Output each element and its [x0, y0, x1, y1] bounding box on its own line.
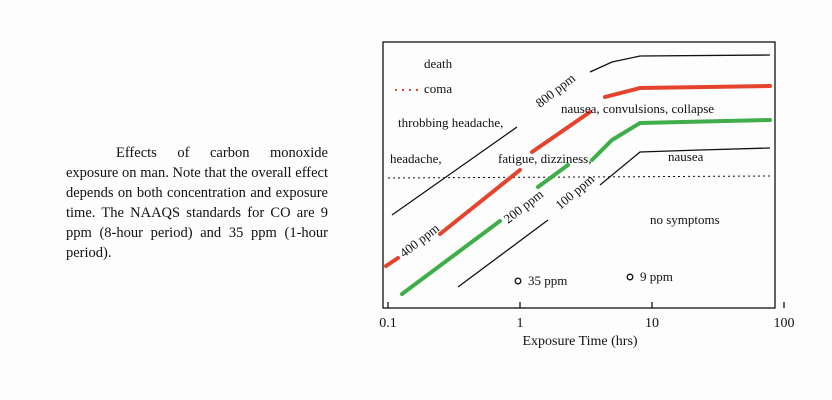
marker-label: 35 ppm	[528, 273, 567, 288]
x-tick-label: 1	[517, 316, 524, 331]
curve-800	[589, 54, 771, 73]
curve-100	[457, 219, 549, 288]
curve-200	[400, 219, 502, 296]
curve-100	[599, 147, 771, 186]
marker-dot	[514, 277, 522, 285]
threshold-line	[387, 175, 771, 179]
curve-400	[530, 110, 592, 154]
effect: nausea, convulsions, collapse	[561, 101, 714, 116]
effect: coma	[424, 81, 452, 96]
effect: headache,	[390, 151, 442, 166]
effect: nausea	[668, 149, 704, 164]
curve-label: 400 ppm	[397, 220, 442, 260]
effect: death	[424, 56, 453, 71]
x-tick-label: 0.1	[379, 316, 397, 331]
plot-frame	[382, 41, 776, 309]
curve-200	[536, 163, 570, 189]
curve-400	[384, 256, 400, 268]
effect: throbbing headache,	[398, 115, 503, 130]
marker-label: 9 ppm	[640, 269, 673, 284]
curve-800	[391, 126, 518, 216]
effect: no symptoms	[650, 212, 720, 227]
x-tick-label: 100	[774, 316, 795, 331]
curve-label: 200 ppm	[501, 186, 546, 226]
marker-dot	[626, 273, 634, 281]
x-axis-label: Exposure Time (hrs)	[522, 334, 637, 349]
curve-400	[603, 84, 772, 99]
caption: Effects of carbon monoxide exposure on m…	[66, 145, 328, 261]
effect: fatigue, dizziness,	[498, 151, 592, 166]
curve-400	[438, 168, 522, 236]
x-tick-label: 10	[645, 316, 659, 331]
curve-200	[590, 118, 772, 162]
